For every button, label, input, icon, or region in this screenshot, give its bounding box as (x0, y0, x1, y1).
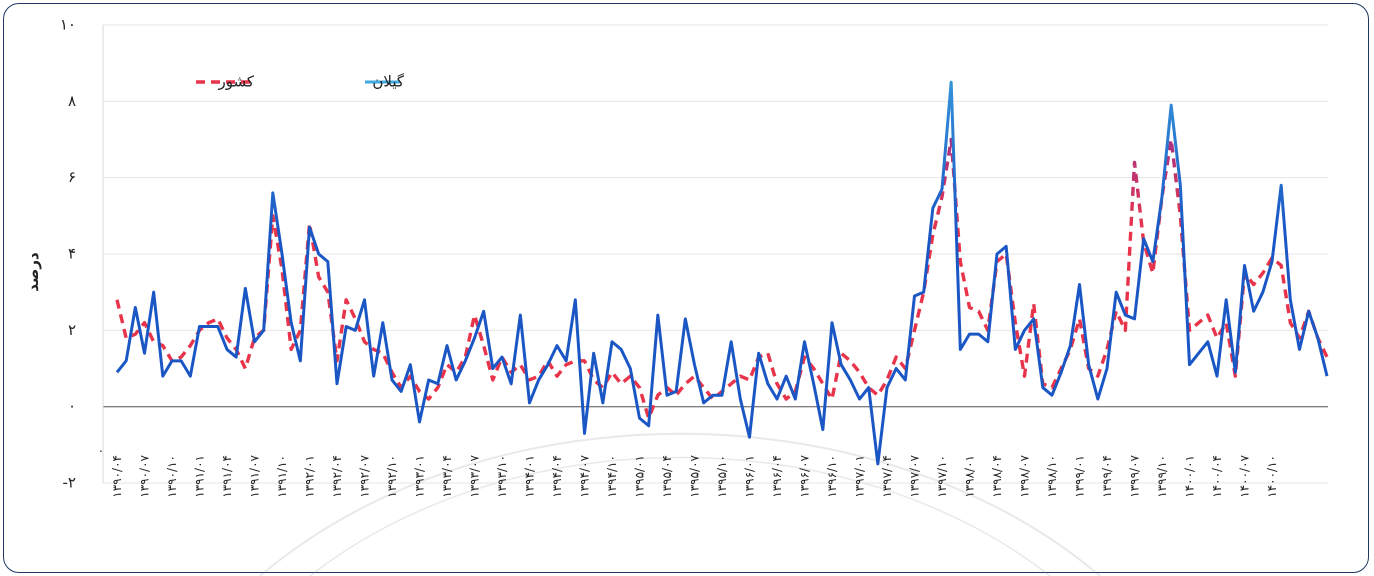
y-tick-label: -۲ (63, 474, 76, 492)
x-tick-label: ۱۳۹۸/۰۱ (963, 455, 977, 498)
x-tick-label: ۱۳۹۷/۰۱ (853, 455, 867, 498)
x-tick-label: ۱۳۹۸/۰۷ (1018, 454, 1032, 497)
x-tick-label: ۱۳۹۸/۱۰ (1045, 455, 1059, 498)
x-tick-label: ۱۳۹۴/۰۴ (550, 455, 564, 498)
x-tick-label: ۱۳۹۱/۱۰ (275, 455, 289, 498)
x-tick-label: ۱۳۹۷/۰۷ (908, 454, 922, 497)
x-tick-label: ۱۳۹۹/۰۱ (1073, 455, 1087, 498)
x-tick-label: ۱۳۹۰/۰۷ (138, 454, 152, 497)
x-tick-label: ۱۳۹۵/۰۷ (688, 454, 702, 497)
x-tick-label: ۱۳۹۶/۰۷ (798, 454, 812, 497)
y-tick-label: ۲ (68, 321, 76, 339)
legend-label-country: کشور (217, 73, 254, 91)
x-tick-label: ۱۳۹۰/۰۴ (110, 455, 124, 498)
series-line-country (115, 137, 1329, 420)
x-tick-label: ۱۳۹۷/۱۰ (935, 455, 949, 498)
x-tick-label: ۱۳۹۲/۰۷ (358, 454, 372, 497)
x-tick-label: ۱۳۹۲/۰۱ (303, 455, 317, 498)
x-tick-label: ۱۳۹۷/۰۴ (880, 455, 894, 498)
x-axis-ticks: ۱۳۹۰/۰۴ ۱۳۹۰/۰۷ ۱۳۹۰/۱۰ ۱۳۹۱/۰۱ ۱۳۹۱/۰۴ ۱۳۹۱/… (99, 441, 1279, 498)
x-tick-label: ۱۳۹۴/۱۰ (605, 455, 619, 498)
x-tick-label: ۱۳۹۵/۰۱ (633, 455, 647, 498)
x-tick-label: ۱۳۹۰/۱۰ (165, 455, 179, 498)
series-lines (115, 80, 1329, 466)
x-tick-extra: . (99, 441, 103, 455)
x-tick-label: ۱۳۹۳/۰۴ (440, 455, 454, 498)
x-tick-label: ۱۳۹۱/۰۴ (220, 455, 234, 498)
x-tick-label: ۱۳۹۲/۱۰ (385, 455, 399, 498)
x-tick-label: ۱۴۰۰/۰۴ (1210, 455, 1224, 498)
y-tick-label: ۰ (68, 397, 76, 415)
y-tick-label: ۸ (68, 92, 76, 110)
x-tick-label: ۱۳۹۶/۰۴ (770, 455, 784, 498)
y-tick-label: ۱۰ (60, 16, 76, 34)
x-tick-label: ۱۳۹۳/۰۷ (468, 454, 482, 497)
x-tick-label: ۱۳۹۱/۰۱ (193, 455, 207, 498)
x-tick-label: ۱۳۹۹/۱۰ (1155, 455, 1169, 498)
legend: گیلان کشور (196, 73, 405, 91)
x-tick-label: ۱۴۰۰/۰۱ (1183, 455, 1197, 498)
x-tick-label: ۱۳۹۹/۰۷ (1128, 454, 1142, 497)
x-tick-label: ۱۳۹۹/۰۴ (1100, 455, 1114, 498)
chart-frame (3, 3, 1369, 573)
x-tick-label: ۱۳۹۳/۱۰ (495, 455, 509, 498)
y-tick-label: ۶ (68, 168, 76, 186)
x-tick-label: ۱۳۹۳/۰۱ (413, 455, 427, 498)
x-tick-label: ۱۳۹۸/۰۴ (990, 455, 1004, 498)
x-tick-label: ۱۴۰۰/۱۰ (1265, 455, 1279, 498)
x-tick-label: ۱۳۹۲/۰۴ (330, 455, 344, 498)
x-tick-label: ۱۳۹۴/۰۷ (578, 454, 592, 497)
x-tick-label: ۱۳۹۶/۰۱ (743, 455, 757, 498)
x-tick-label: ۱۳۹۴/۰۱ (523, 455, 537, 498)
watermark-seal (259, 432, 1101, 576)
y-axis-ticks: -۲ ۰ ۲ ۴ ۶ ۸ ۱۰ (60, 16, 76, 492)
series-line-gilan (115, 80, 1329, 466)
x-tick-label: ۱۳۹۱/۰۷ (248, 454, 262, 497)
x-tick-label: ۱۳۹۵/۰۴ (660, 455, 674, 498)
x-tick-label: ۱۴۰۰/۰۷ (1238, 454, 1252, 497)
gridlines (102, 24, 1328, 484)
x-tick-label: ۱۳۹۵/۱۰ (715, 455, 729, 498)
x-tick-label: ۱۳۹۶/۱۰ (825, 455, 839, 498)
legend-label-gilan: گیلان (372, 73, 404, 91)
y-axis-label: درصد (24, 252, 42, 292)
y-tick-label: ۴ (68, 245, 76, 263)
